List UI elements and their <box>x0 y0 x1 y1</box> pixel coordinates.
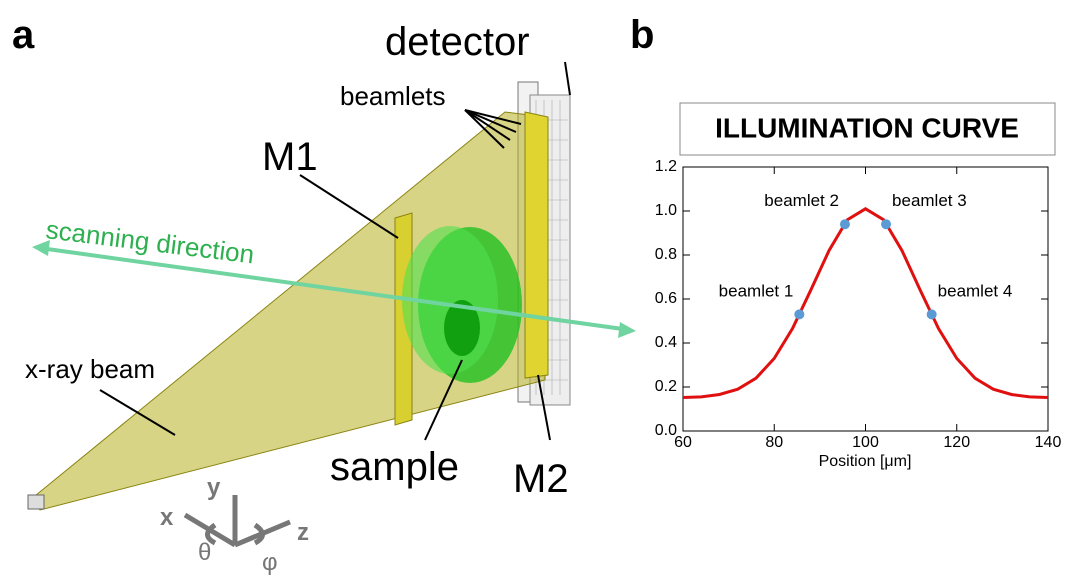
x-tick-label: 140 <box>1035 434 1062 451</box>
illumination-line <box>683 209 1048 398</box>
label-m1: M1 <box>262 135 318 179</box>
x-axis-label: Position [μm] <box>819 453 912 470</box>
panel-label: a <box>12 13 35 57</box>
label-sample: sample <box>330 445 459 489</box>
x-tick-label: 120 <box>943 434 970 451</box>
y-tick-label: 0.6 <box>655 290 677 307</box>
beamlet-label: beamlet 3 <box>892 191 967 210</box>
x-tick-label: 80 <box>765 434 783 451</box>
label-scanning: scanning direction <box>44 214 256 269</box>
y-tick-label: 0.2 <box>655 378 677 395</box>
beamlet-label: beamlet 4 <box>938 281 1013 300</box>
beamlet-point <box>881 219 891 229</box>
beamlet-point <box>927 309 937 319</box>
axis-z: z <box>297 519 309 546</box>
label-detector: detector <box>385 20 530 64</box>
figure: a detector beamlets M1 scanning directio… <box>0 0 1083 575</box>
source <box>28 495 44 509</box>
arrow-head <box>618 322 636 338</box>
axis-x: x <box>160 504 174 531</box>
mirror-m2 <box>525 112 548 378</box>
panel-label: b <box>630 13 654 57</box>
axis-y: y <box>207 474 221 501</box>
label-beam: x-ray beam <box>25 354 155 384</box>
label-m2: M2 <box>513 457 569 501</box>
x-tick-label: 100 <box>852 434 879 451</box>
coordinate-axes <box>185 495 290 545</box>
y-tick-label: 1.2 <box>655 158 677 175</box>
label-beamlets: beamlets <box>340 81 446 111</box>
x-tick-label: 60 <box>674 434 692 451</box>
phi: φ <box>262 549 278 575</box>
y-tick-label: 0.4 <box>655 334 677 351</box>
beamlet-label: beamlet 2 <box>764 191 839 210</box>
chart-title: ILLUMINATION CURVE <box>715 112 1019 143</box>
y-tick-label: 0.8 <box>655 246 677 263</box>
theta: θ <box>198 539 211 566</box>
beamlet-label: beamlet 1 <box>719 281 794 300</box>
beamlet-point <box>840 219 850 229</box>
y-tick-label: 1.0 <box>655 202 677 219</box>
beamlet-point <box>794 309 804 319</box>
